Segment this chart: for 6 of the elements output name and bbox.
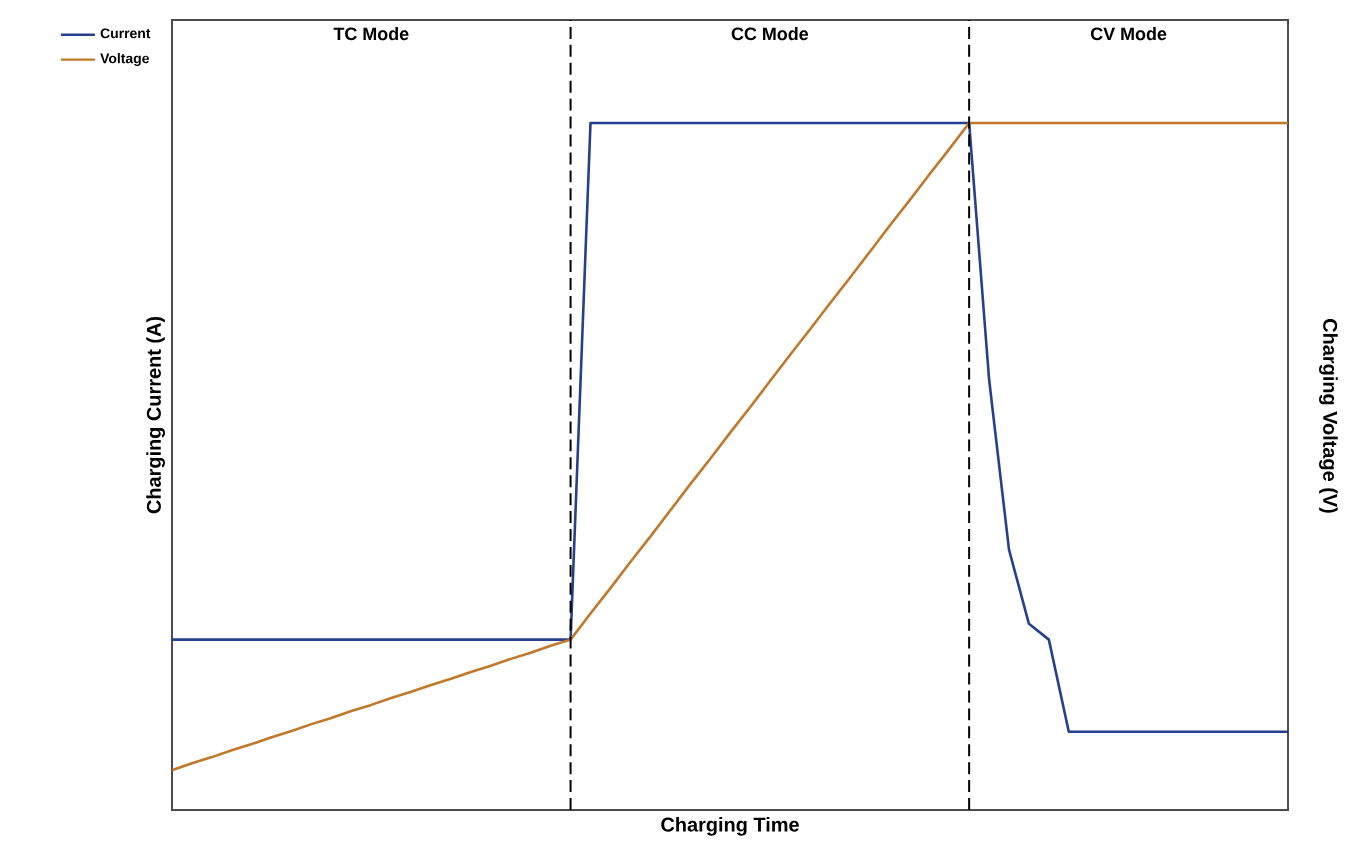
text: TC Mode: [333, 27, 409, 41]
y2-axis-title: Charging Voltage (V): [1319, 319, 1338, 513]
y-axis-title: Charging Current (A): [146, 316, 165, 514]
text: CV Mode: [1090, 27, 1167, 41]
text: CC Mode: [731, 27, 809, 41]
x-axis-title: Charging Time: [661, 817, 799, 836]
